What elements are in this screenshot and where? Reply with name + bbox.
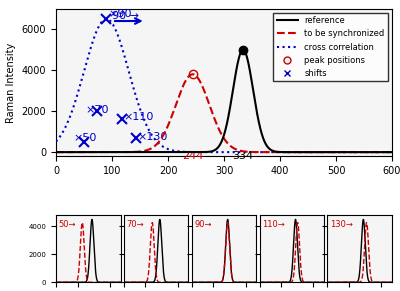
Text: 70→: 70→: [126, 220, 144, 229]
Text: 110→: 110→: [262, 220, 285, 229]
Text: ×90: ×90: [108, 9, 132, 19]
Legend: reference, to be synchronized, cross correlation, peak positions, shifts: reference, to be synchronized, cross cor…: [274, 13, 388, 81]
Text: ×70: ×70: [86, 105, 109, 115]
Y-axis label: Raman Intensity: Raman Intensity: [6, 42, 16, 123]
Text: 90→: 90→: [194, 220, 212, 229]
Text: 90 →: 90 →: [112, 11, 139, 21]
Text: 50→: 50→: [58, 220, 76, 229]
Text: 130→: 130→: [330, 220, 353, 229]
Text: 244: 244: [182, 151, 203, 161]
Text: 334: 334: [232, 151, 254, 161]
Text: ×130: ×130: [137, 132, 168, 142]
Text: ×110: ×110: [124, 112, 154, 123]
Text: ×50: ×50: [74, 133, 97, 143]
